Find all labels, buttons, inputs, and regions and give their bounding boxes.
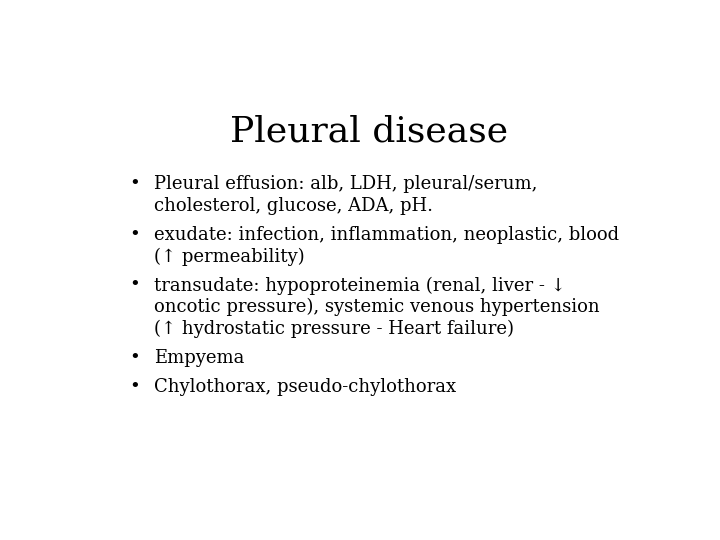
- Text: Chylothorax, pseudo-chylothorax: Chylothorax, pseudo-chylothorax: [154, 378, 456, 396]
- Text: •: •: [129, 175, 140, 193]
- Text: (↑ permeability): (↑ permeability): [154, 247, 305, 266]
- Text: •: •: [129, 226, 140, 244]
- Text: exudate: infection, inflammation, neoplastic, blood: exudate: infection, inflammation, neopla…: [154, 226, 619, 244]
- Text: Pleural disease: Pleural disease: [230, 114, 508, 148]
- Text: •: •: [129, 378, 140, 396]
- Text: •: •: [129, 349, 140, 367]
- Text: oncotic pressure), systemic venous hypertension: oncotic pressure), systemic venous hyper…: [154, 298, 600, 316]
- Text: Empyema: Empyema: [154, 349, 245, 367]
- Text: transudate: hypoproteinemia (renal, liver - ↓: transudate: hypoproteinemia (renal, live…: [154, 276, 566, 295]
- Text: cholesterol, glucose, ADA, pH.: cholesterol, glucose, ADA, pH.: [154, 197, 433, 214]
- Text: •: •: [129, 276, 140, 294]
- Text: Pleural effusion: alb, LDH, pleural/serum,: Pleural effusion: alb, LDH, pleural/seru…: [154, 175, 538, 193]
- Text: (↑ hydrostatic pressure - Heart failure): (↑ hydrostatic pressure - Heart failure): [154, 320, 514, 338]
